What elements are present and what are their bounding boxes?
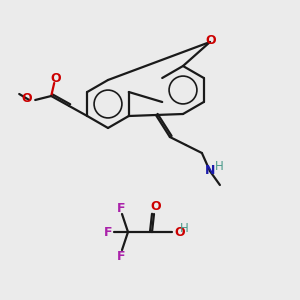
- Text: F: F: [117, 202, 125, 214]
- Text: O: O: [206, 34, 216, 46]
- Text: O: O: [174, 226, 184, 238]
- Text: O: O: [151, 200, 161, 214]
- Text: F: F: [104, 226, 112, 238]
- Text: H: H: [180, 221, 188, 235]
- Text: H: H: [214, 160, 223, 173]
- Text: F: F: [117, 250, 125, 262]
- Text: O: O: [22, 92, 32, 104]
- Text: N: N: [205, 164, 215, 178]
- Text: O: O: [50, 71, 61, 85]
